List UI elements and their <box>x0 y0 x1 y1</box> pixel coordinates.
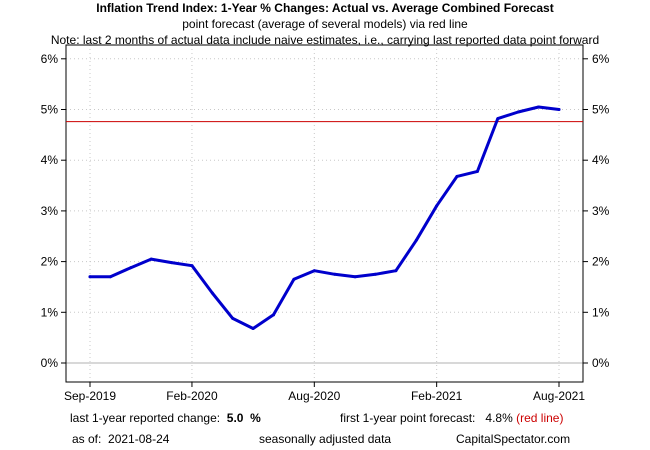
forecast-label: first 1-year point forecast: <box>340 411 476 425</box>
adjustment-note: seasonally adjusted data <box>259 432 392 446</box>
y-tick-label-left: 0% <box>41 356 59 370</box>
x-tick-label: Aug-2021 <box>533 389 585 403</box>
data-point <box>231 316 235 320</box>
data-point <box>108 275 112 279</box>
data-point <box>353 275 357 279</box>
data-point <box>312 269 316 273</box>
data-point <box>414 238 418 242</box>
asof-note: as of: 2021-08-24 <box>72 432 169 446</box>
chart-note: Note: last 2 months of actual data inclu… <box>50 33 600 47</box>
y-tick-label-right: 1% <box>592 305 610 319</box>
y-tick-label-left: 2% <box>41 255 59 269</box>
y-tick-label-left: 6% <box>41 52 59 66</box>
data-point <box>373 272 377 276</box>
data-point <box>475 169 479 173</box>
data-point <box>210 291 214 295</box>
y-tick-label-left: 3% <box>41 204 59 218</box>
x-tick-label: Feb-2020 <box>166 389 218 403</box>
data-point <box>435 204 439 208</box>
data-point <box>537 105 541 109</box>
plot-frame <box>65 44 584 383</box>
data-point <box>455 174 459 178</box>
last-change-value: 5.0 <box>226 411 244 425</box>
data-point <box>496 117 500 121</box>
y-tick-label-right: 0% <box>592 356 610 370</box>
series-line-actual <box>88 105 561 330</box>
y-tick-label-left: 4% <box>41 153 59 167</box>
y-tick-label-right: 2% <box>592 255 610 269</box>
y-tick-label-left: 1% <box>41 305 59 319</box>
asof-date: 2021-08-24 <box>108 432 170 446</box>
data-point <box>557 108 561 111</box>
y-tick-label-right: 3% <box>592 204 610 218</box>
y-tick-label-right: 4% <box>592 153 610 167</box>
data-point <box>292 277 296 281</box>
last-change-unit: % <box>250 411 261 425</box>
x-tick-label: Feb-2021 <box>411 389 463 403</box>
forecast-red-note: (red line) <box>516 411 564 425</box>
data-point <box>394 269 398 273</box>
data-point <box>190 264 194 268</box>
source-credit: CapitalSpectator.com <box>456 432 571 446</box>
x-tick-label: Sep-2019 <box>64 389 116 403</box>
x-tick-label: Aug-2020 <box>288 389 340 403</box>
data-point <box>333 272 337 276</box>
y-tick-label-left: 5% <box>41 103 59 117</box>
last-change-note: last 1-year reported change: 5.0 % <box>70 411 261 425</box>
data-point <box>129 266 133 270</box>
data-point <box>516 110 520 114</box>
chart-subtitle: point forecast (average of several model… <box>182 17 468 31</box>
chart-title: Inflation Trend Index: 1-Year % Changes:… <box>96 1 554 15</box>
y-tick-label-right: 6% <box>592 52 610 66</box>
forecast-note: first 1-year point forecast: 4.8% (red l… <box>340 411 563 425</box>
asof-label: as of: <box>72 432 102 446</box>
data-point <box>251 327 255 331</box>
y-tick-label-right: 5% <box>592 103 610 117</box>
data-point <box>88 275 92 279</box>
forecast-value: 4.8% <box>485 411 513 425</box>
data-point <box>272 313 276 317</box>
data-point <box>149 257 153 261</box>
data-point <box>170 261 174 265</box>
last-change-label: last 1-year reported change: <box>70 411 221 425</box>
